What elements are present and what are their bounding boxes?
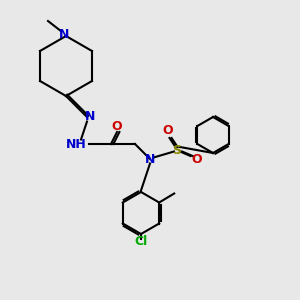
Text: NH: NH (66, 137, 87, 151)
Text: O: O (112, 119, 122, 133)
Text: S: S (172, 143, 182, 157)
Text: N: N (85, 110, 95, 124)
Text: O: O (163, 124, 173, 137)
Text: O: O (191, 152, 202, 166)
Text: Cl: Cl (134, 235, 148, 248)
Text: N: N (59, 28, 70, 41)
Text: N: N (145, 152, 155, 166)
